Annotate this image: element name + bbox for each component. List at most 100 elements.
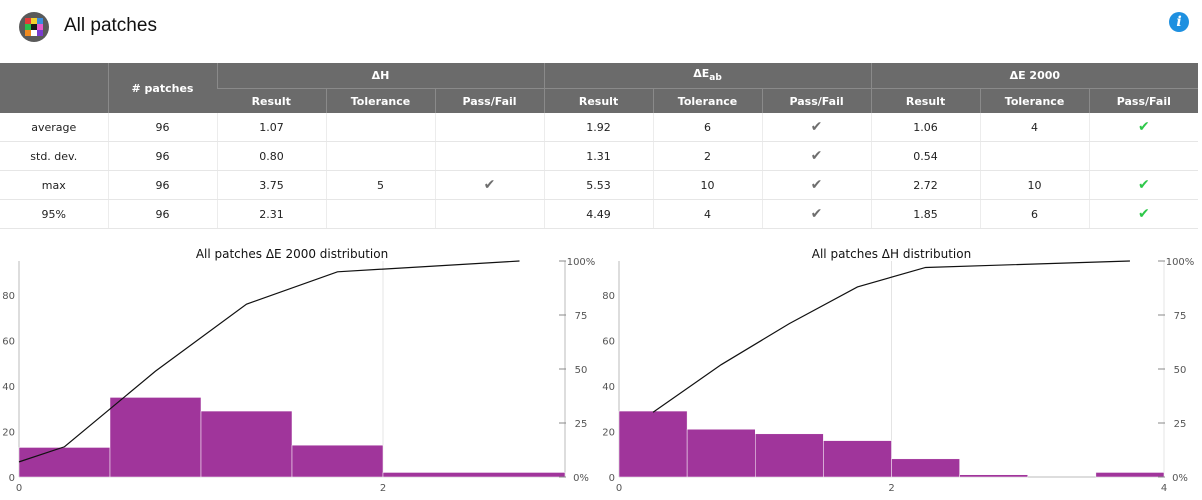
stats-table: # patches ΔH ΔEab ΔE 2000 Result Toleranc… (0, 63, 1199, 229)
deab-tolerance: 10 (652, 170, 763, 200)
de2000-tolerance: 10 (979, 170, 1090, 200)
pass-check-grey-icon: ✔ (483, 177, 496, 193)
histogram-bar (382, 472, 566, 478)
y-tick-label: 40 (2, 382, 15, 393)
table-row: average 96 1.07 1.92 6 ✔ 1.06 4 ✔ (0, 113, 1199, 142)
dh-tolerance (325, 199, 435, 229)
group-header-de2000: ΔE 2000 (870, 63, 1199, 89)
histogram-bar (18, 447, 111, 478)
histogram-bar (1095, 472, 1165, 478)
histogram-bar (618, 410, 688, 478)
histogram-bar (891, 458, 960, 478)
y-tick-label: 60 (2, 337, 15, 348)
deab-passfail: ✔ (761, 199, 872, 229)
table-row: 95% 96 2.31 4.49 4 ✔ 1.85 6 ✔ (0, 199, 1199, 229)
y2-tick-label: 100% (567, 257, 596, 268)
dh-tolerance (325, 113, 435, 142)
de2000-result: 1.85 (870, 199, 981, 229)
y2-tick-label: 100% (1166, 257, 1195, 268)
pass-check-grey-icon: ✔ (810, 177, 823, 193)
y2-tick-label: 25 (1174, 419, 1187, 430)
x-tick-label: 4 (1161, 483, 1167, 494)
y-tick-label: 40 (602, 382, 615, 393)
patches-count: 96 (107, 141, 217, 171)
chart-title: All patches ΔE 2000 distribution (196, 247, 388, 261)
y2-tick-label: 25 (575, 419, 588, 430)
group-header-dh: ΔH (216, 63, 545, 89)
dh-result: 1.07 (216, 113, 326, 142)
dh-passfail (434, 113, 545, 142)
pass-check-grey-icon: ✔ (810, 206, 823, 222)
deab-passfail: ✔ (761, 170, 872, 200)
deab-result: 5.53 (543, 170, 654, 200)
de2000-tolerance (979, 141, 1090, 171)
y2-tick-label: 50 (575, 365, 588, 376)
dh-result: 3.75 (216, 170, 326, 200)
x-tick-label: 2 (888, 483, 894, 494)
deab-passfail: ✔ (761, 141, 872, 171)
deab-result: 1.31 (543, 141, 654, 171)
y-tick-label: 60 (602, 337, 615, 348)
y-tick-label: 80 (602, 291, 615, 302)
y-tick-label: 20 (602, 428, 615, 439)
patches-count: 96 (107, 170, 217, 200)
de2000-passfail: ✔ (1088, 199, 1199, 229)
y-tick-label: 0 (9, 473, 15, 484)
patches-count: 96 (107, 113, 217, 142)
y-tick-label: 20 (2, 428, 15, 439)
subheader-dh-tolerance: Tolerance (325, 88, 435, 113)
de2000-distribution-chart: All patches ΔE 2000 distribution 0 2 0 20 40 6… (0, 240, 600, 499)
dh-passfail (434, 141, 545, 171)
de2000-result: 0.54 (870, 141, 981, 171)
color-checker-icon[interactable] (19, 12, 49, 42)
deab-tolerance: 2 (652, 141, 763, 171)
histogram-bar (823, 440, 892, 478)
patches-count: 96 (107, 199, 217, 229)
histogram-bar (959, 474, 1028, 478)
y-tick-label: 0 (609, 473, 615, 484)
chart-title: All patches ΔH distribution (812, 247, 971, 261)
row-label: std. dev. (0, 141, 108, 171)
subheader-de2000-passfail: Pass/Fail (1088, 88, 1199, 113)
subheader-deab-tolerance: Tolerance (652, 88, 763, 113)
deab-passfail: ✔ (761, 113, 872, 142)
page-title: All patches (64, 15, 157, 36)
y2-tick-label: 50 (1174, 365, 1187, 376)
page-header: All patches i (0, 0, 1202, 58)
y2-tick-label: 0% (1172, 473, 1188, 484)
pass-check-green-icon: ✔ (1137, 206, 1150, 222)
de2000-passfail (1088, 141, 1199, 171)
info-icon[interactable]: i (1169, 12, 1189, 32)
row-label-header (0, 63, 108, 113)
de2000-result: 1.06 (870, 113, 981, 142)
dh-result: 0.80 (216, 141, 326, 171)
y2-tick-label: 75 (575, 311, 588, 322)
x-tick-label: 0 (616, 483, 622, 494)
row-label: max (0, 170, 108, 200)
histogram-bar (755, 433, 824, 478)
dh-distribution-chart: All patches ΔH distribution 0 2 4 0 20 40 60 80 0… (600, 240, 1202, 499)
patches-header: # patches (107, 63, 217, 113)
subheader-de2000-tolerance: Tolerance (979, 88, 1090, 113)
subheader-dh-result: Result (217, 88, 326, 113)
de2000-tolerance: 6 (979, 199, 1090, 229)
y2-tick-label: 75 (1174, 311, 1187, 322)
pass-check-green-icon: ✔ (1137, 177, 1150, 193)
subheader-de2000-result: Result (870, 88, 981, 113)
cumulative-line (652, 260, 1130, 413)
pass-check-grey-icon: ✔ (810, 148, 823, 164)
table-row: std. dev. 96 0.80 1.31 2 ✔ 0.54 (0, 141, 1199, 171)
pass-check-grey-icon: ✔ (810, 119, 823, 135)
group-header-deab: ΔEab (543, 63, 872, 89)
x-tick-label: 0 (16, 483, 22, 494)
deab-tolerance: 6 (652, 113, 763, 142)
subheader-dh-passfail: Pass/Fail (434, 88, 545, 113)
histogram-bar (686, 429, 756, 478)
deab-result: 4.49 (543, 199, 654, 229)
subheader-deab-result: Result (543, 88, 654, 113)
row-label: 95% (0, 199, 108, 229)
pass-check-green-icon: ✔ (1137, 119, 1150, 135)
dh-result: 2.31 (216, 199, 326, 229)
dh-tolerance: 5 (325, 170, 435, 200)
cumulative-line (18, 260, 520, 463)
